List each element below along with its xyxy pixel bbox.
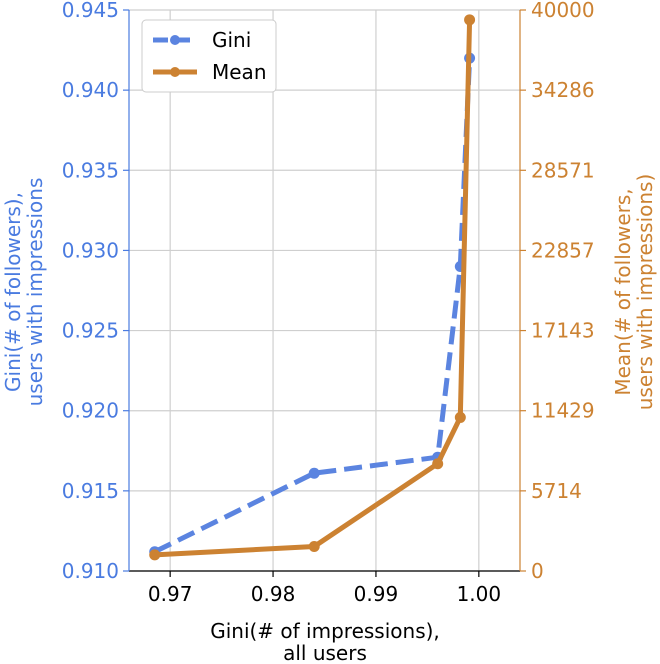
data-point-mean (432, 458, 444, 470)
x-axis-title-line-1: Gini(# of impressions), (210, 619, 440, 643)
legend-label-gini: Gini (212, 28, 251, 52)
right-y-tick-label: 40000 (531, 0, 595, 22)
left-y-tick-label: 0.940 (62, 78, 119, 102)
axes (128, 10, 521, 572)
right-y-tick-label: 0 (531, 559, 544, 583)
right-y-tick-label: 28571 (531, 158, 595, 182)
data-point-mean (308, 540, 320, 552)
left-y-tick-label: 0.915 (62, 479, 119, 503)
data-point-gini (308, 467, 320, 479)
right-y-axis-title-line-2: users with impressions) (633, 174, 657, 411)
left-y-tick-label: 0.935 (62, 158, 119, 182)
x-tick-label: 0.97 (148, 582, 193, 606)
legend-marker-gini (170, 35, 180, 45)
right-y-tick-label: 22857 (531, 238, 595, 262)
data-point-mean (464, 14, 476, 26)
left-y-tick-label: 0.930 (62, 238, 119, 262)
left-y-axis-title-line-1: Gini(# of followers), (1, 192, 25, 392)
x-tick-label: 0.98 (251, 582, 296, 606)
left-y-tick-label: 0.920 (62, 399, 119, 423)
right-y-tick-label: 11429 (531, 399, 595, 423)
series-layer (149, 14, 476, 561)
left-y-tick-label: 0.910 (62, 559, 119, 583)
left-y-tick-label: 0.945 (62, 0, 119, 22)
data-point-mean (454, 411, 466, 423)
data-point-mean (149, 549, 161, 561)
left-y-axis: 0.910 0.915 0.920 0.925 0.930 0.935 0.940 0.945 (62, 0, 129, 583)
right-y-tick-label: 34286 (531, 78, 595, 102)
legend-marker-mean (170, 67, 180, 77)
legend: Gini Mean (141, 19, 277, 93)
right-y-tick-label: 5714 (531, 479, 582, 503)
x-axis: 0.97 0.98 0.99 1.00 (148, 571, 501, 606)
x-tick-label: 0.99 (354, 582, 399, 606)
left-y-tick-label: 0.925 (62, 319, 119, 343)
legend-label-mean: Mean (212, 60, 267, 84)
right-y-axis: 0 5714 11429 17143 22857 28571 34286 40000 (520, 0, 595, 583)
right-y-axis-title-line-1: Mean(# of followers, (611, 188, 635, 395)
x-axis-title-line-2: all users (283, 641, 367, 664)
left-y-axis-title-line-2: users with impressions (23, 178, 47, 407)
x-tick-label: 1.00 (457, 582, 502, 606)
right-y-tick-label: 17143 (531, 319, 595, 343)
